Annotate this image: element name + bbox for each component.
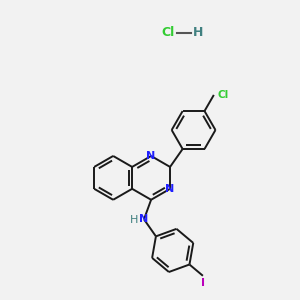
Text: Cl: Cl — [218, 90, 229, 100]
Text: N: N — [140, 214, 148, 224]
Text: N: N — [165, 184, 175, 194]
Text: H: H — [193, 26, 203, 39]
Text: N: N — [146, 151, 156, 161]
Text: Cl: Cl — [162, 26, 175, 39]
Text: I: I — [201, 278, 205, 288]
Text: H: H — [130, 215, 138, 225]
